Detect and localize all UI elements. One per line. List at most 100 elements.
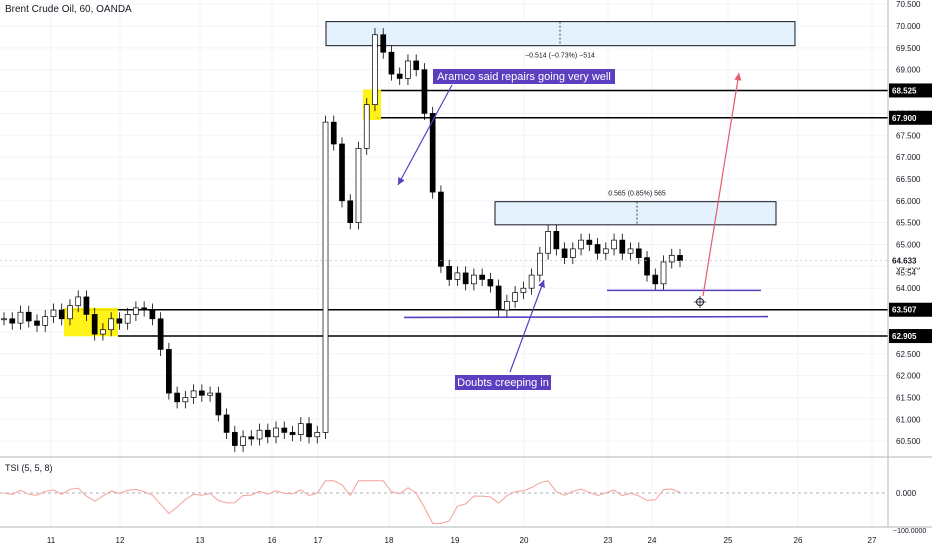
candle-body — [108, 318, 115, 331]
candle-body — [231, 432, 238, 446]
y-tick-label: 67.000 — [896, 153, 921, 162]
candle-body — [207, 392, 213, 396]
candle-body — [199, 390, 205, 396]
annotation-aramco: Aramco said repairs going very well — [437, 71, 611, 83]
candle-body — [91, 314, 98, 335]
level-tag: 62.905 — [892, 332, 917, 341]
candle-body — [405, 60, 411, 79]
candle-body — [141, 307, 147, 311]
y-tick-label: 61.500 — [896, 393, 921, 402]
candle-body — [668, 255, 675, 263]
candle-body — [578, 239, 584, 250]
candle-body — [454, 272, 461, 280]
candle-body — [569, 248, 576, 258]
candle-body — [429, 113, 436, 193]
candle-body — [347, 200, 354, 224]
level-tag: 68.525 — [892, 86, 917, 95]
x-tick-label: 24 — [648, 536, 657, 545]
candle-body — [67, 305, 73, 320]
candle-body — [149, 309, 156, 320]
x-tick-label: 18 — [385, 536, 394, 545]
candle-body — [363, 104, 370, 149]
x-tick-label: 13 — [196, 536, 205, 545]
y-tick-label: 67.500 — [896, 131, 921, 140]
y-tick-label: 66.500 — [896, 175, 921, 184]
measure-rectangle — [494, 201, 777, 226]
tsi-title: TSI (5, 5, 8) — [5, 463, 53, 473]
measure-rectangles: −0.514 (−0.73%) −514 0.565 (0.85%) 565 — [325, 21, 796, 226]
candle-body — [306, 423, 312, 438]
candle-body — [611, 239, 617, 250]
arrow-aramco — [397, 84, 453, 186]
candle-body — [586, 239, 593, 245]
chart-title: Brent Crude Oil, 60, OANDA — [5, 4, 132, 15]
current-price-tag: 64.633 — [892, 257, 917, 266]
arrow-doubts — [509, 279, 545, 373]
candle-body — [190, 390, 197, 398]
price-tags: 68.525 67.900 63.507 62.905 64.633 45:54 — [0, 83, 932, 344]
candle-body — [314, 432, 321, 438]
x-tick-label: 17 — [314, 536, 323, 545]
candle-body — [281, 427, 288, 433]
candle-body — [652, 274, 659, 285]
candle-body — [50, 309, 57, 317]
candle-body — [355, 148, 362, 224]
candle-body — [446, 266, 453, 280]
candle-body — [322, 121, 329, 433]
candle-body — [512, 292, 518, 302]
candle-body — [396, 73, 403, 79]
y-tick-label: 70.500 — [896, 0, 921, 9]
x-tick-label: 25 — [724, 536, 733, 545]
y-tick-label: 70.000 — [896, 22, 921, 31]
candle-body — [635, 248, 642, 258]
candle-body — [479, 274, 485, 280]
x-tick-label: 23 — [604, 536, 613, 545]
candle-body — [83, 296, 90, 315]
candle-body — [619, 239, 626, 254]
arrow-target — [702, 72, 742, 297]
candle-body — [677, 255, 683, 261]
candle-body — [124, 314, 131, 324]
level-tag-bg — [889, 329, 932, 344]
candle-body — [157, 318, 164, 350]
candle-body — [289, 432, 296, 435]
y-tick-label: 60.500 — [896, 437, 921, 446]
tsi-tick-min: −100.0000 — [893, 528, 926, 535]
x-tick-label: 12 — [116, 536, 125, 545]
candle-body — [594, 244, 601, 254]
candle-body — [133, 307, 139, 315]
tsi-tick-zero: 0.000 — [896, 489, 917, 498]
measure-label-mid: 0.565 (0.85%) 565 — [608, 191, 666, 198]
candle-body — [462, 272, 469, 285]
candle-body — [339, 143, 345, 202]
candle-body — [602, 248, 609, 254]
y-tick-label: 65.000 — [896, 241, 921, 250]
candle-body — [553, 231, 560, 250]
candle-body — [256, 429, 263, 440]
y-tick-label: 64.000 — [896, 284, 921, 293]
candle-body — [25, 311, 32, 322]
x-tick-label: 27 — [868, 536, 877, 545]
candle-body — [330, 121, 337, 145]
candle-body — [561, 248, 568, 258]
candle-body — [240, 436, 246, 446]
candle-body — [34, 320, 40, 326]
candle-body — [388, 51, 395, 75]
candle-body — [17, 311, 24, 324]
candle-body — [644, 257, 650, 276]
candle-body — [413, 60, 420, 71]
candle-body — [215, 392, 222, 416]
candle-body — [75, 296, 82, 307]
candle-body — [537, 252, 543, 276]
candle-body — [58, 309, 65, 320]
countdown-tag: 45:54 — [896, 269, 917, 278]
candle-body — [545, 231, 551, 254]
y-tick-label: 66.000 — [896, 197, 921, 206]
measure-label-top: −0.514 (−0.73%) −514 — [525, 53, 595, 60]
annotation-aramco-box — [433, 69, 615, 84]
candle-body — [1, 318, 7, 321]
candle-body — [627, 248, 634, 254]
candle-body — [528, 274, 535, 289]
